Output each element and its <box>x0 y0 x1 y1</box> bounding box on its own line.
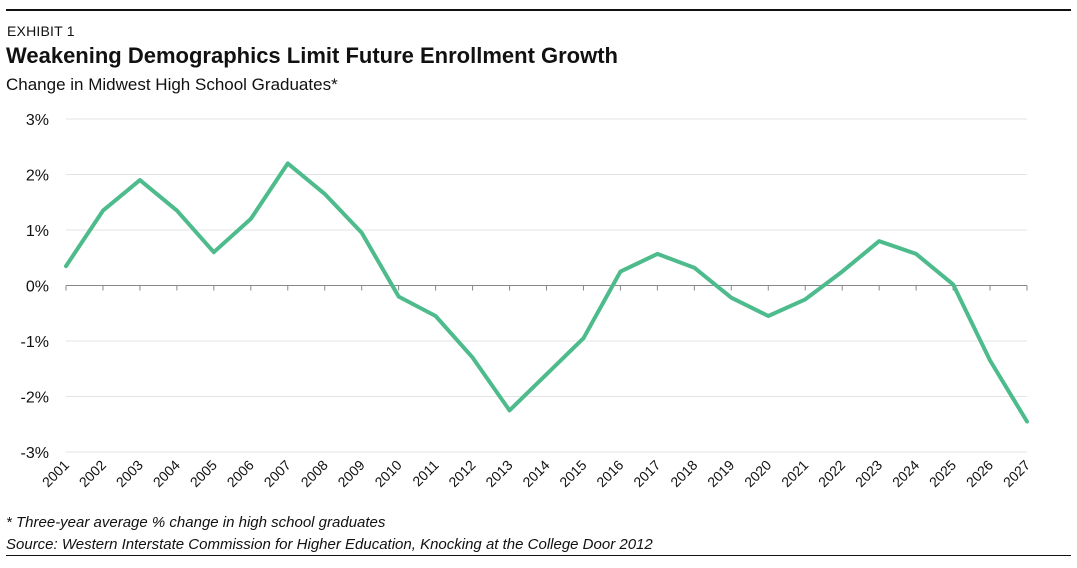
x-tick-label: 2004 <box>150 457 183 490</box>
exhibit-label: EXHIBIT 1 <box>7 23 75 39</box>
y-tick-label: 0% <box>26 279 49 296</box>
x-tick-label: 2003 <box>113 457 146 490</box>
x-tick-label: 2015 <box>556 457 589 490</box>
y-tick-label: -1% <box>21 334 49 351</box>
y-tick-label: 2% <box>26 168 49 185</box>
x-axis-ticks: 2001 2002 2003 2004 2005 2006 2007 2008 2009 2010… <box>39 457 1033 490</box>
series-line <box>64 161 1029 424</box>
zero-axis <box>65 285 1028 291</box>
footnote: * Three-year average % change in high sc… <box>6 514 386 531</box>
y-tick-label: 1% <box>26 223 49 240</box>
x-tick-label: 2020 <box>741 457 774 490</box>
x-tick-label: 2006 <box>224 457 257 490</box>
y-axis-ticks: 3% 2% 1% 0% -1% -2% -3% <box>21 112 49 462</box>
x-tick-label: 2002 <box>76 457 109 490</box>
x-tick-label: 2025 <box>926 457 959 490</box>
x-tick-label: 2014 <box>519 457 552 490</box>
bottom-rule <box>6 555 1071 556</box>
x-tick-label: 2017 <box>630 457 663 490</box>
x-tick-label: 2013 <box>482 457 515 490</box>
chart-title: Weakening Demographics Limit Future Enro… <box>6 43 618 68</box>
x-tick-label: 2007 <box>261 457 294 490</box>
x-tick-label: 2008 <box>298 457 331 490</box>
x-tick-label: 2024 <box>889 457 922 490</box>
chart-subtitle: Change in Midwest High School Graduates* <box>6 75 338 94</box>
x-tick-label: 2018 <box>667 457 700 490</box>
x-tick-label: 2016 <box>593 457 626 490</box>
y-tick-label: -3% <box>21 445 49 462</box>
source-note: Source: Western Interstate Commission fo… <box>6 536 653 553</box>
x-tick-label: 2010 <box>371 457 404 490</box>
x-tick-label: 2011 <box>409 457 442 490</box>
y-tick-label: -2% <box>21 390 49 407</box>
series-layer <box>64 161 1029 424</box>
x-tick-label: 2005 <box>187 457 220 490</box>
x-tick-label: 2021 <box>778 457 811 490</box>
x-tick-label: 2023 <box>852 457 885 490</box>
x-tick-label: 2012 <box>445 457 478 490</box>
x-tick-label: 2027 <box>1000 457 1033 490</box>
x-tick-label: 2009 <box>334 457 367 490</box>
x-tick-label: 2026 <box>963 457 996 490</box>
y-tick-label: 3% <box>26 112 49 129</box>
gridlines <box>66 118 1027 453</box>
x-tick-label: 2022 <box>815 457 848 490</box>
top-rule <box>6 9 1071 11</box>
x-tick-label: 2019 <box>704 457 737 490</box>
